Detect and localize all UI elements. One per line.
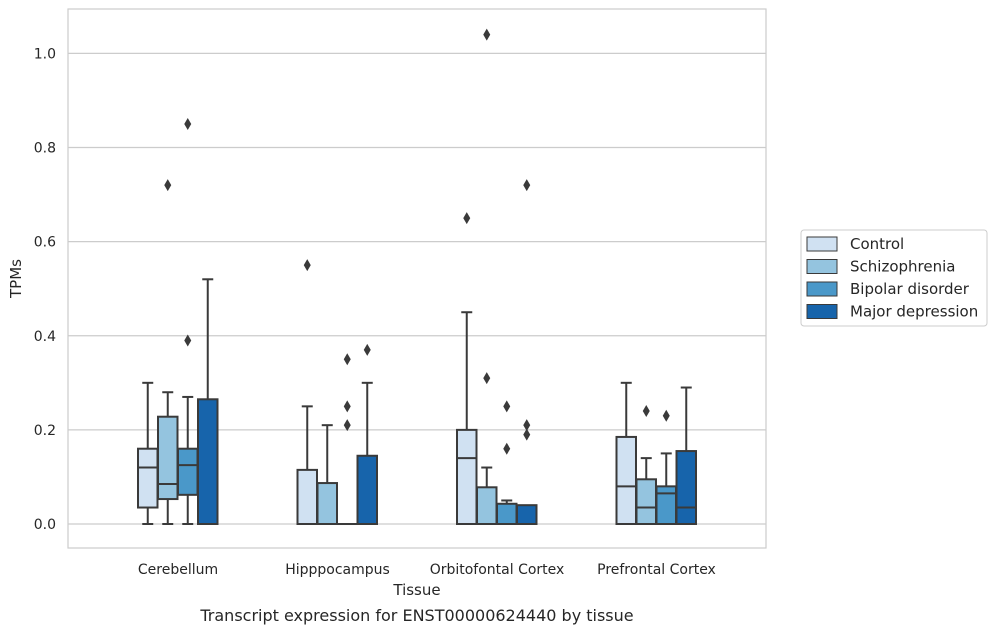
x-tick-label: Prefrontal Cortex	[597, 562, 716, 578]
legend-label: Bipolar disorder	[850, 280, 970, 298]
x-tick-label: Hipppocampus	[285, 562, 390, 578]
legend-label: Major depression	[850, 303, 978, 321]
legend: Control Schizophrenia Bipolar disorder Majo…	[801, 230, 987, 326]
box-body	[517, 505, 537, 524]
box-body	[178, 449, 198, 495]
y-tick-label: 0.2	[34, 423, 56, 439]
figure-caption: Transcript expression for ENST0000062444…	[199, 606, 633, 625]
y-tick-label: 0.0	[34, 517, 56, 533]
legend-swatch	[807, 282, 837, 296]
y-tick-label: 0.4	[34, 329, 56, 345]
legend-label: Schizophrenia	[850, 258, 955, 276]
x-axis-label: Tissue	[392, 581, 440, 599]
box-body	[457, 430, 477, 524]
x-tick-label: Cerebellum	[138, 562, 218, 578]
y-axis-label: TPMs	[7, 259, 25, 299]
y-tick-label: 1.0	[34, 46, 56, 62]
legend-swatch	[807, 260, 837, 274]
y-tick-label: 0.6	[34, 235, 56, 251]
box-body	[497, 504, 517, 524]
box-body	[657, 486, 677, 524]
x-tick-label: Orbitofontal Cortex	[430, 562, 565, 578]
box-body	[358, 456, 378, 524]
box-body	[158, 417, 178, 499]
legend-label: Control	[850, 235, 904, 253]
box-body	[617, 437, 637, 524]
box-body	[637, 479, 657, 524]
box-body	[298, 470, 318, 524]
box-body	[677, 451, 697, 524]
legend-swatch	[807, 237, 837, 251]
box-body	[318, 483, 338, 524]
box-body	[477, 487, 497, 524]
box-body	[198, 399, 218, 524]
y-tick-label: 0.8	[34, 141, 56, 157]
box-body	[138, 449, 158, 508]
legend-swatch	[807, 305, 837, 319]
